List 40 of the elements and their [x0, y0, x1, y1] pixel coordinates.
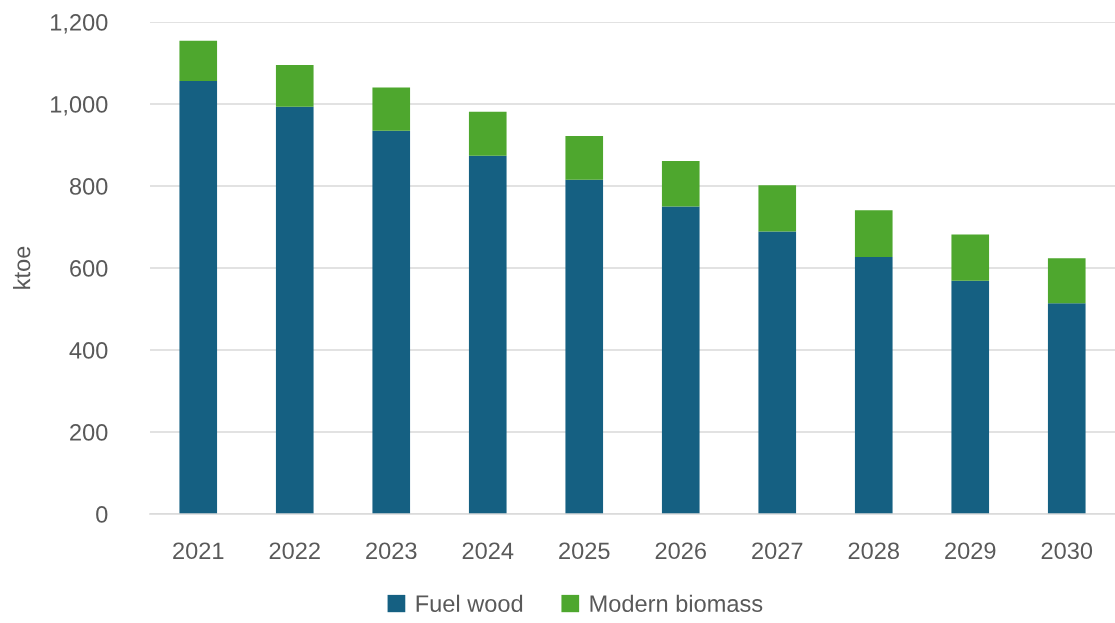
- bar: [1047, 258, 1086, 304]
- x-tick-label: 2024: [462, 542, 514, 560]
- y-tick-label: 1,200: [51, 14, 108, 34]
- x-tick-label: 2030: [1041, 542, 1093, 560]
- bar: [951, 280, 990, 514]
- bar: [372, 87, 411, 131]
- bar: [565, 135, 604, 180]
- bar: [661, 160, 700, 207]
- bar: [275, 65, 314, 107]
- bar: [275, 106, 314, 514]
- bar: [661, 206, 700, 514]
- y-axis-title: ktoe: [13, 246, 31, 289]
- y-tick-label: 0: [96, 506, 108, 523]
- x-tick-label: 2025: [559, 542, 610, 560]
- bar: [758, 185, 797, 232]
- x-tick-label: 2021: [173, 542, 224, 560]
- x-tick-label: 2029: [945, 542, 996, 560]
- bar: [372, 130, 411, 514]
- bar: [758, 231, 797, 514]
- bar: [854, 210, 893, 257]
- y-tick-label: 1,000: [51, 96, 108, 116]
- bar: [565, 179, 604, 514]
- bar: [951, 234, 990, 281]
- bar: [854, 256, 893, 514]
- bar: [468, 111, 507, 156]
- x-tick-label: 2027: [752, 542, 803, 560]
- bar: [179, 40, 218, 82]
- bar: [179, 81, 218, 514]
- legend-label: Fuel wood: [416, 594, 523, 612]
- bar: [1047, 303, 1086, 514]
- y-tick-label: 200: [70, 424, 108, 441]
- y-tick-label: 400: [69, 342, 108, 359]
- y-tick-label: 800: [69, 178, 108, 195]
- x-tick-label: 2023: [366, 542, 417, 560]
- bar: [468, 155, 507, 514]
- x-tick-label: 2022: [269, 542, 320, 560]
- x-tick-label: 2026: [655, 542, 706, 560]
- legend-label: Modern biomass: [590, 594, 763, 612]
- x-tick-label: 2028: [848, 542, 899, 560]
- y-tick-label: 600: [70, 260, 108, 277]
